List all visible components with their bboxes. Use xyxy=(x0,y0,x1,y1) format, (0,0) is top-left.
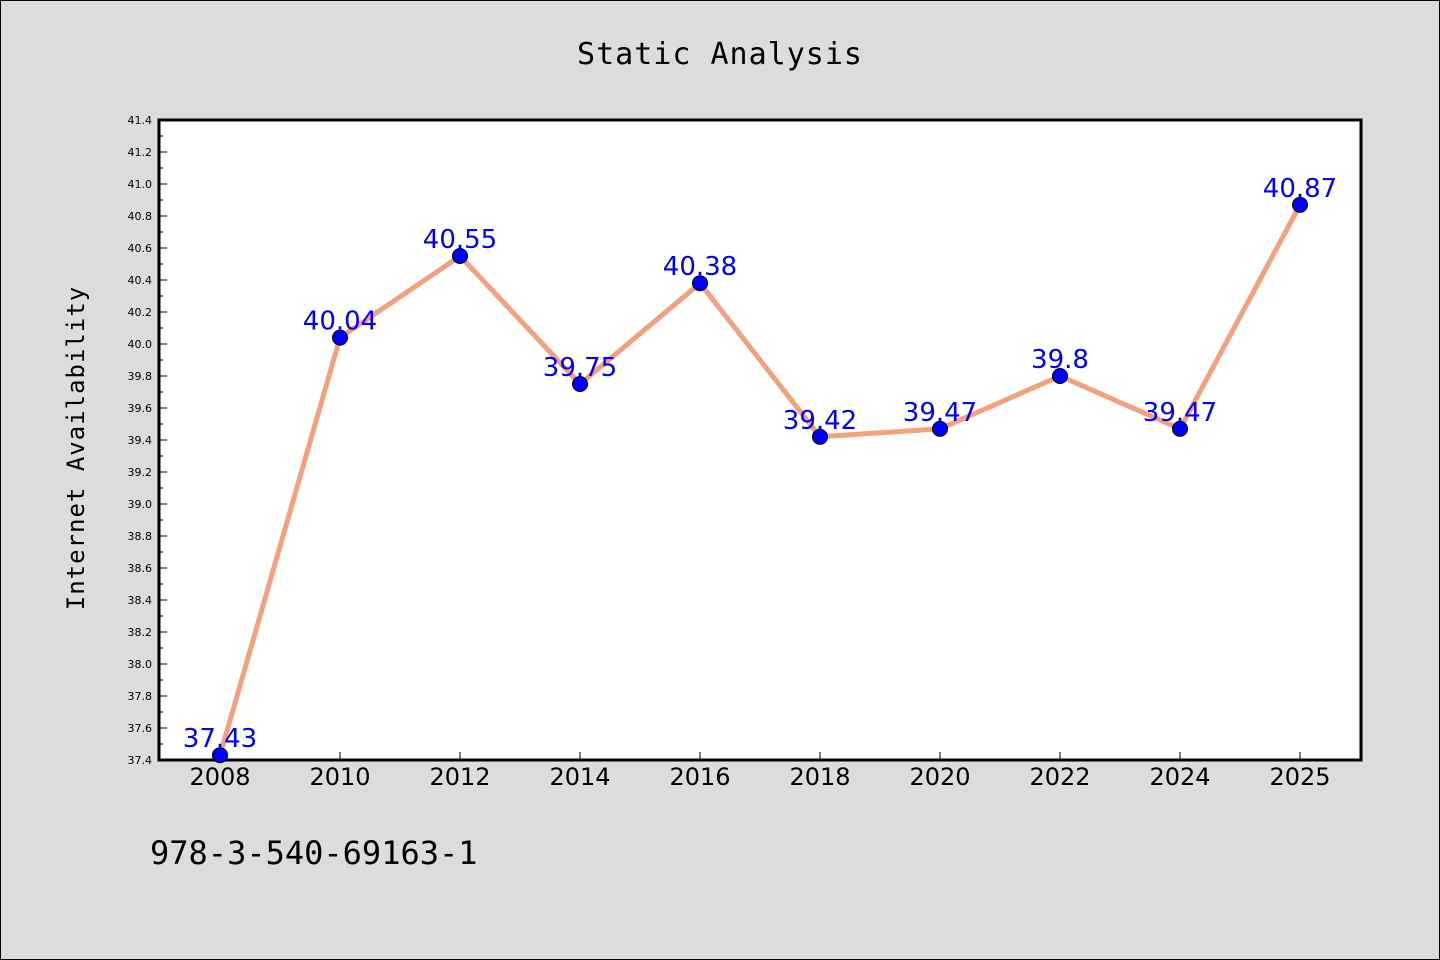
data-label: 40.87 xyxy=(1263,174,1337,204)
chart-title: Static Analysis xyxy=(577,37,863,72)
series-line xyxy=(217,202,1303,758)
y-tick-label: 41.2 xyxy=(128,146,153,159)
data-point xyxy=(332,329,348,346)
y-axis-label: Internet Availability xyxy=(62,286,90,610)
data-label: 39.8 xyxy=(1031,345,1089,375)
y-tick-label: 39.8 xyxy=(128,370,153,383)
data-point xyxy=(1292,196,1308,213)
data-label: 39.47 xyxy=(903,398,977,428)
y-tick-label: 40.4 xyxy=(128,274,153,287)
x-tick-label: 2008 xyxy=(189,763,250,791)
x-tick-label: 2014 xyxy=(549,763,610,791)
y-tick-label: 38.8 xyxy=(128,530,153,543)
plot-area xyxy=(157,118,1363,762)
y-tick-label: 37.6 xyxy=(128,722,153,735)
data-label: 39.42 xyxy=(783,406,857,436)
y-tick-label: 39.6 xyxy=(128,402,153,415)
series-group xyxy=(212,196,1308,764)
y-tick-label: 39.4 xyxy=(128,434,153,447)
y-tick-label: 37.8 xyxy=(128,690,153,703)
x-tick-label: 2020 xyxy=(909,763,970,791)
y-tick-label: 40.8 xyxy=(128,210,153,223)
x-tick-label: 2018 xyxy=(789,763,850,791)
y-tick-label: 38.6 xyxy=(128,562,153,575)
data-point xyxy=(932,420,948,437)
data-point xyxy=(1052,368,1068,384)
x-tick-label: 2010 xyxy=(309,763,370,791)
y-tick-label: 40.2 xyxy=(128,306,153,319)
data-label: 37.43 xyxy=(183,724,257,754)
data-point xyxy=(212,747,228,764)
data-point xyxy=(692,275,708,292)
footnote-isbn: 978-3-540-69163-1 xyxy=(150,834,478,872)
x-tick-label: 2024 xyxy=(1149,763,1210,791)
y-tick-label: 37.4 xyxy=(128,754,153,767)
x-tick-label: 2022 xyxy=(1029,763,1090,791)
y-tick-label: 39.0 xyxy=(128,498,153,511)
data-label: 39.47 xyxy=(1143,398,1217,428)
data-point xyxy=(452,248,468,264)
y-tick-label: 38.4 xyxy=(128,594,153,607)
data-label: 40.55 xyxy=(423,225,497,255)
y-tick-label: 41.4 xyxy=(128,114,153,127)
x-axis: 2008 2010 2012 2014 2016 2018 2020 2022 2024 2025 xyxy=(189,752,1331,791)
y-tick-label: 39.2 xyxy=(128,466,153,479)
y-tick-label: 40.0 xyxy=(128,338,153,351)
y-axis: 37.4 37.6 37.8 38.0 38.2 38.4 38.6 38.8 39.0 39.2… xyxy=(128,114,167,767)
data-point xyxy=(1172,420,1188,437)
x-tick-label: 2012 xyxy=(429,763,490,791)
data-label: 40.38 xyxy=(663,252,737,282)
y-tick-label: 38.0 xyxy=(128,658,153,671)
data-point xyxy=(572,376,588,392)
data-label: 39.75 xyxy=(543,353,617,383)
y-tick-label: 40.6 xyxy=(128,242,153,255)
data-point xyxy=(812,428,828,445)
y-tick-label: 41.0 xyxy=(128,178,153,191)
data-labels: 37.43 40.04 40.55 39.75 40.38 39.42 39.47 39.8 3… xyxy=(183,174,1337,754)
data-label: 40.04 xyxy=(303,307,377,337)
x-tick-label: 2016 xyxy=(669,763,730,791)
y-tick-label: 38.2 xyxy=(128,626,153,639)
x-tick-label: 2025 xyxy=(1269,763,1330,791)
